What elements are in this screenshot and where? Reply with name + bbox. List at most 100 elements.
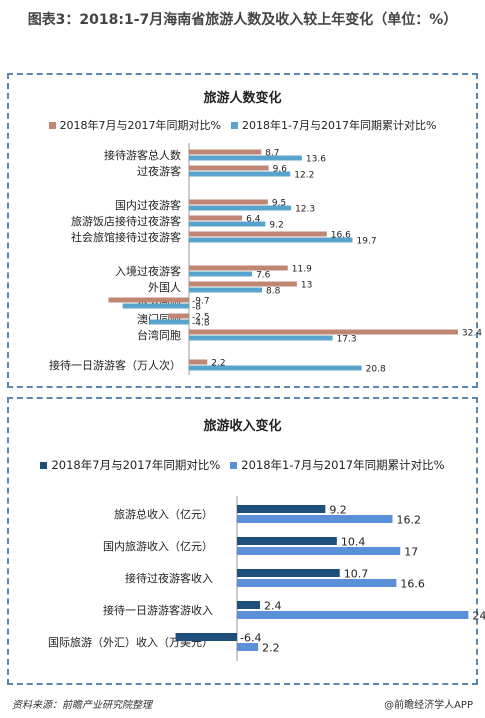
data-label: 13.6 [306, 155, 326, 165]
data-label: 10.4 [341, 536, 366, 549]
data-label: -9.7 [192, 297, 210, 307]
bar [189, 205, 292, 211]
category-label: 社会旅馆接待过夜游客 [71, 230, 181, 244]
category-label: 入境过夜游客 [115, 264, 181, 278]
data-label: 10.7 [344, 568, 369, 581]
category-label: 接待一日游游客游收入 [103, 603, 213, 617]
bar [189, 271, 253, 277]
legend-item-monthly: 2018年7月与2017年同期对比% [40, 457, 220, 473]
data-label: 9.2 [269, 221, 283, 231]
data-label: 16.6 [400, 578, 425, 591]
data-label: 2.2 [211, 359, 225, 369]
bar [237, 579, 397, 587]
bar [189, 231, 327, 237]
tourist-count-panel: 旅游人数变化 2018年7月与2017年同期对比% 2018年1-7月与2017… [7, 73, 482, 388]
bar [189, 221, 266, 227]
tourism-revenue-chart-title: 旅游收入变化 [203, 419, 282, 434]
data-label: 12.2 [294, 171, 314, 181]
data-label: 19.7 [357, 237, 377, 247]
category-label: 接待一日游游客（万人次） [49, 358, 181, 372]
legend-label: 2018年1-7月与2017年同期累计对比% [242, 119, 437, 132]
bar [189, 171, 291, 177]
legend-label: 2018年7月与2017年同期对比% [51, 458, 221, 472]
bar [189, 265, 288, 271]
legend-swatch [231, 121, 239, 129]
bar [237, 515, 393, 523]
brand-credit: @前瞻经济学人APP [384, 700, 473, 711]
tourist-count-legend: 2018年7月与2017年同期对比% 2018年1-7月与2017年同期累计对比… [9, 117, 476, 133]
legend-label: 2018年1-7月与2017年同期累计对比% [241, 458, 445, 472]
bar [108, 297, 189, 303]
data-label: -8 [192, 303, 201, 313]
data-label: 24.1 [472, 610, 485, 623]
bar [189, 237, 353, 243]
data-label: 11.9 [292, 265, 312, 275]
category-label: 国际旅游（外汇）收入（万美元） [48, 635, 213, 649]
bar [237, 601, 261, 609]
legend-swatch [48, 121, 56, 129]
data-label: 7.6 [256, 271, 271, 281]
bar [189, 199, 268, 205]
data-label: 8.7 [265, 149, 279, 159]
legend-item-cumulative: 2018年1-7月与2017年同期累计对比% [231, 117, 436, 133]
bar [175, 633, 237, 641]
data-label: 32.4 [462, 329, 482, 339]
data-label: 2.4 [264, 600, 282, 613]
data-label: -6.4 [240, 632, 261, 645]
bar [189, 329, 458, 335]
bar [237, 611, 469, 619]
legend-item-monthly: 2018年7月与2017年同期对比% [48, 117, 222, 133]
data-label: 17.3 [337, 335, 357, 345]
bar [189, 287, 263, 293]
tourism-revenue-legend: 2018年7月与2017年同期对比% 2018年1-7月与2017年同期累计对比… [9, 457, 476, 473]
bar [122, 303, 189, 309]
data-label: 2.2 [262, 642, 280, 655]
bar [189, 149, 262, 155]
category-label: 旅游饭店接待过夜游客 [71, 214, 181, 228]
category-label: 过夜游客 [137, 164, 181, 178]
legend-swatch [230, 461, 238, 469]
data-label: 16.6 [331, 231, 351, 241]
legend-swatch [40, 461, 48, 469]
data-label: 20.8 [366, 365, 386, 375]
tourist-count-chart-title: 旅游人数变化 [203, 91, 282, 106]
data-label: 8.8 [266, 287, 281, 297]
category-label: 国内旅游收入（亿元） [103, 539, 213, 553]
bar [189, 165, 269, 171]
category-label: 台湾同胞 [137, 328, 181, 342]
bar [168, 313, 189, 319]
legend-label: 2018年7月与2017年同期对比% [59, 119, 222, 132]
bar [149, 319, 189, 325]
bar [189, 365, 362, 371]
category-label: 旅游总收入（亿元） [114, 507, 213, 521]
tourism-revenue-chart: 旅游总收入（亿元） 9.2 16.2 国内旅游收入（亿元） 10.4 17 接待过夜游客收入… [48, 496, 485, 661]
page-title: 图表3：2018:1-7月海南省旅游人数及收入较上年变化（单位：%） [27, 12, 458, 28]
data-label: 9.6 [273, 165, 288, 175]
category-label: 接待游客总人数 [104, 148, 181, 162]
data-label: -2.5 [192, 313, 210, 323]
data-label: 12.3 [295, 205, 315, 215]
category-label: 接待过夜游客收入 [125, 571, 213, 585]
category-label: 外国人 [148, 281, 181, 294]
data-label: 13 [301, 281, 312, 291]
data-label: 9.5 [272, 199, 286, 209]
bar [237, 569, 340, 577]
bar [189, 359, 208, 365]
data-label: 9.2 [329, 504, 347, 517]
data-label: 16.2 [397, 514, 422, 527]
source-note: 资料来源：前瞻产业研究院整理 [12, 700, 152, 711]
bar [237, 505, 326, 513]
bar [237, 537, 337, 545]
tourist-count-chart: 接待游客总人数 8.7 13.6 过夜游客 9.6 12.2 国内过夜游客 9.5 12.3 旅游… [49, 143, 482, 375]
legend-item-cumulative: 2018年1-7月与2017年同期累计对比% [230, 457, 445, 473]
tourism-revenue-panel: 旅游收入变化 2018年7月与2017年同期对比% 2018年1-7月与2017… [7, 397, 485, 685]
data-label: -4.8 [192, 319, 210, 329]
bar [237, 547, 401, 555]
data-label: 6.4 [246, 215, 261, 225]
data-label: 17 [404, 546, 418, 559]
bar [189, 215, 243, 221]
bar [237, 643, 259, 651]
bar [189, 335, 333, 341]
bar [189, 155, 302, 161]
bar [189, 281, 297, 287]
